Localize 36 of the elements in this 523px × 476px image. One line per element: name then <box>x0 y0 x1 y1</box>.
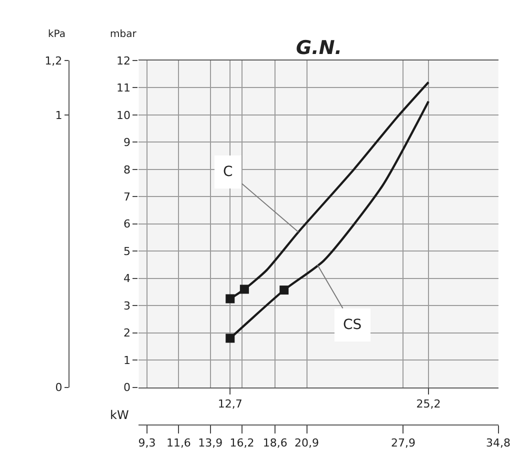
y2-tick-label: 1 <box>55 108 62 122</box>
y-tick-label: 2 <box>124 326 131 340</box>
x-tick-label: 12,7 <box>218 397 242 410</box>
annotation: CS <box>343 317 362 333</box>
x2-tick-label: 18,6 <box>262 436 288 450</box>
annotation: C <box>223 164 233 180</box>
y-tick-label: 4 <box>124 272 131 286</box>
y-tick-label: 9 <box>124 136 131 150</box>
y2-axis-title: kPa <box>48 29 66 40</box>
point <box>226 334 235 343</box>
x2-tick-label: 34,8 <box>486 436 511 450</box>
x2-axis-title: kW <box>110 408 129 422</box>
y-tick-label: 3 <box>124 299 131 312</box>
x2-tick-label: 9,3 <box>138 436 156 450</box>
y-tick-label: 12 <box>116 54 131 68</box>
y-tick-label: 11 <box>116 82 131 95</box>
y-tick-label: 6 <box>124 218 131 231</box>
x2-tick-label: 11,6 <box>166 436 191 450</box>
x2-tick-label: 20,9 <box>294 436 320 450</box>
x-tick-label: 25,2 <box>416 397 441 410</box>
x2-tick-label: 27,9 <box>390 436 416 450</box>
y-tick-label: 7 <box>124 190 131 204</box>
x2-tick-label: 16,2 <box>230 436 254 450</box>
y2-tick-label: 1,2 <box>44 54 62 68</box>
y-tick-label: 8 <box>124 163 131 176</box>
point <box>226 294 235 304</box>
point <box>280 286 289 295</box>
y-axis-title: mbar <box>110 29 138 40</box>
point <box>240 284 249 294</box>
chart-title: G.N. <box>296 37 342 59</box>
y-tick-label: 5 <box>124 244 131 258</box>
y2-tick-label: 0 <box>55 381 62 394</box>
x2-tick-label: 13,9 <box>198 436 223 450</box>
y-tick-label: 0 <box>124 381 131 394</box>
y-tick-label: 1 <box>124 354 131 367</box>
y-tick-label: 10 <box>116 108 131 122</box>
